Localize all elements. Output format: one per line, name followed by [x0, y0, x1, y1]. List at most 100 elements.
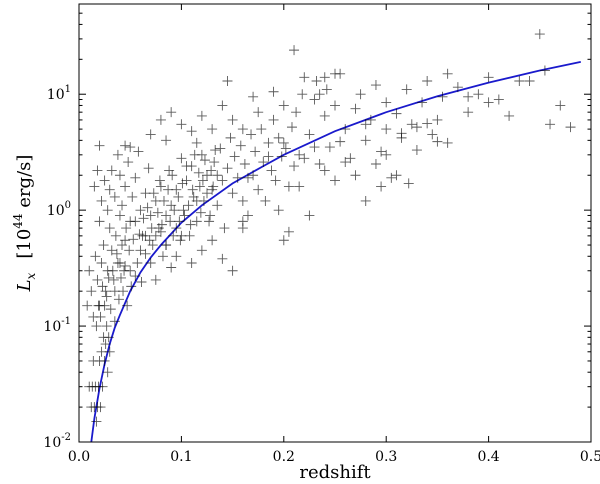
data-point [186, 257, 197, 268]
x-tick-label: 0.3 [375, 449, 397, 465]
data-point [94, 216, 105, 227]
data-point [113, 294, 124, 305]
data-point [411, 122, 422, 133]
x-tick-label: 0.5 [580, 449, 600, 465]
data-point [283, 181, 294, 192]
data-point [97, 381, 108, 392]
data-point [442, 68, 453, 79]
data-point [114, 210, 125, 221]
data-point [391, 170, 402, 181]
data-point [314, 159, 325, 170]
data-point [321, 84, 332, 95]
data-point [171, 251, 182, 262]
data-point [248, 91, 259, 102]
data-point [146, 223, 157, 234]
data-point [350, 170, 361, 181]
data-point [215, 143, 226, 154]
data-point [289, 45, 300, 56]
data-point [102, 367, 113, 378]
data-point [155, 226, 166, 237]
data-point [381, 97, 392, 108]
data-point [539, 65, 550, 76]
data-point [319, 110, 330, 121]
data-point [135, 205, 146, 216]
data-point [109, 316, 120, 327]
data-point [179, 210, 190, 221]
data-point [350, 103, 361, 114]
data-point [99, 300, 110, 311]
data-point [222, 76, 233, 87]
data-point [95, 311, 106, 322]
data-point [134, 229, 145, 240]
data-point [136, 276, 147, 287]
data-point [84, 265, 95, 276]
data-point [270, 175, 281, 186]
data-point [196, 110, 207, 121]
data-point [227, 265, 238, 276]
data-point [130, 271, 141, 282]
data-point [227, 188, 238, 199]
data-point [143, 163, 154, 174]
data-point [250, 146, 261, 157]
y-tick-label: 101 [47, 84, 71, 103]
data-point [110, 230, 121, 241]
data-point [565, 122, 576, 133]
data-point [258, 157, 269, 168]
data-point [166, 107, 177, 118]
data-point [263, 137, 274, 148]
data-point [114, 170, 125, 181]
data-point [195, 207, 206, 218]
data-point [286, 122, 297, 133]
data-point [403, 178, 414, 189]
data-point [96, 195, 107, 206]
data-point [432, 136, 443, 147]
data-point [161, 240, 172, 251]
data-point [166, 262, 177, 273]
data-point [217, 253, 228, 264]
data-point [340, 157, 351, 168]
data-point [253, 107, 264, 118]
data-points-layer [82, 29, 576, 427]
data-point [309, 94, 320, 105]
data-point [360, 119, 371, 130]
data-point [225, 132, 236, 143]
data-point [176, 230, 187, 241]
data-point [319, 72, 330, 83]
data-point [278, 137, 289, 148]
data-point [109, 191, 120, 202]
data-point [155, 181, 166, 192]
data-point [178, 205, 189, 216]
data-point [330, 100, 340, 111]
y-axis-ticks: 10-2 10-1 100 101 [43, 3, 591, 451]
data-point [150, 230, 161, 241]
data-point [111, 248, 122, 259]
data-point [330, 68, 340, 79]
data-point [360, 195, 371, 206]
data-point [229, 151, 240, 162]
data-point [273, 132, 284, 143]
data-point [101, 291, 112, 302]
data-point [311, 76, 322, 87]
data-point [381, 149, 392, 160]
data-point [118, 286, 129, 297]
data-point [171, 223, 182, 234]
data-point [191, 195, 202, 206]
data-point [120, 235, 131, 246]
data-point [417, 97, 428, 108]
data-point [365, 114, 376, 125]
data-point [237, 124, 248, 135]
data-point [154, 175, 165, 186]
data-point [92, 274, 103, 285]
data-point [276, 151, 287, 162]
data-point [133, 146, 144, 157]
data-point [391, 108, 402, 119]
data-point [278, 100, 289, 111]
data-point [345, 153, 356, 164]
data-point [148, 188, 159, 199]
data-point [161, 210, 172, 221]
data-point [174, 216, 185, 227]
data-point [197, 175, 208, 186]
data-point [103, 332, 114, 343]
data-point [130, 172, 141, 183]
data-point [120, 260, 131, 271]
